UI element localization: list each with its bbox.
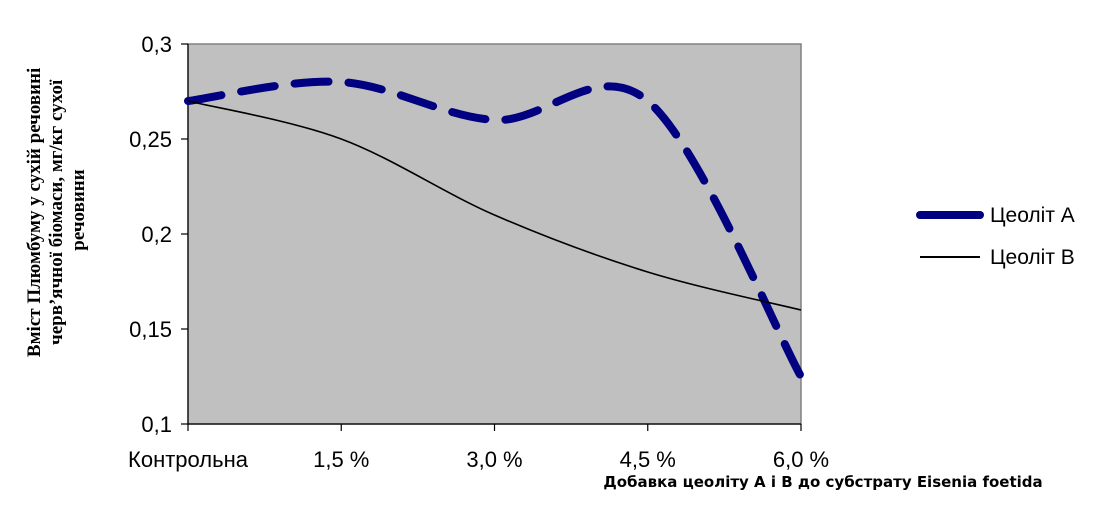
- y-tick-label: 0,1: [141, 412, 172, 437]
- y-axis-title: Вміст Плюмбуму у сухій речовині черв’ячн…: [24, 63, 89, 357]
- series-layer: [184, 77, 805, 381]
- x-axis-title: Добавка цеоліту А і В до субстрату Eisen…: [603, 473, 1042, 491]
- y-tick-label: 0,3: [141, 32, 172, 57]
- legend-label-series-a: Цеоліт А: [990, 204, 1075, 227]
- y-tick-label: 0,25: [129, 127, 172, 152]
- y-axis-title-line-3: речовини: [68, 169, 89, 250]
- y-axis-title-line-2: черв’ячної біомаси, мг/кг сухої: [46, 79, 67, 345]
- y-tick-label: 0,15: [129, 317, 172, 342]
- series-line-zeolite-a: [184, 77, 805, 381]
- x-tick-label: 6,0 %: [773, 447, 829, 472]
- series-line-zeolite-b: [187, 100, 802, 311]
- plot-area: [187, 43, 802, 425]
- x-tick-label: 4,5 %: [620, 447, 676, 472]
- legend-box: [898, 190, 1110, 286]
- x-tick-label: 1,5 %: [313, 447, 369, 472]
- x-tick-label: 3,0 %: [466, 447, 522, 472]
- legend-label-series-b: Цеоліт В: [990, 246, 1075, 269]
- y-tick-label: 0,2: [141, 222, 172, 247]
- y-axis-title-line-1: Вміст Плюмбуму у сухій речовині: [24, 68, 45, 357]
- y-ticks: 0,1 0,15 0,2 0,25 0,3: [129, 32, 188, 437]
- legend: Цеоліт А Цеоліт В: [898, 190, 1110, 286]
- x-tick-label: Контрольна: [128, 447, 249, 472]
- x-ticks: Контрольна 1,5 % 3,0 % 4,5 % 6,0 %: [128, 424, 829, 472]
